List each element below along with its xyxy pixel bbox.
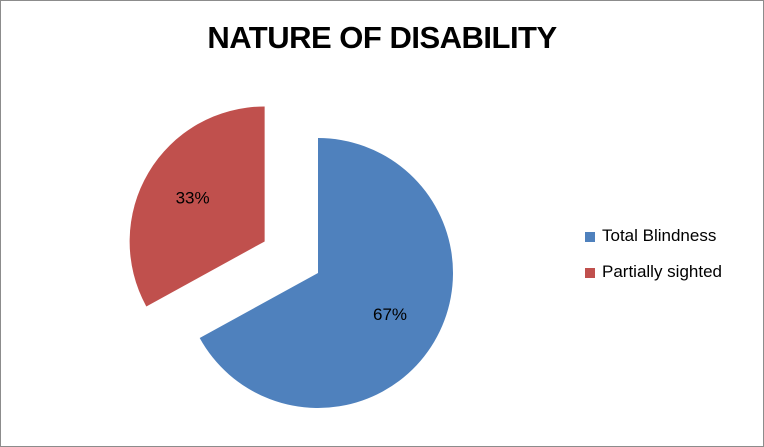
legend-swatch-total-blindness [585,232,595,242]
chart-title: NATURE OF DISABILITY [207,20,557,55]
data-label-total-blindness: 67% [373,305,407,324]
pie-slice-partially-sighted [129,106,265,307]
legend-label-partially-sighted: Partially sighted [602,262,723,281]
data-label-partially-sighted: 33% [176,188,210,207]
legend-swatch-partially-sighted [585,268,595,278]
legend-label-total-blindness: Total Blindness [602,226,717,245]
pie-slice-total-blindness [199,138,453,408]
